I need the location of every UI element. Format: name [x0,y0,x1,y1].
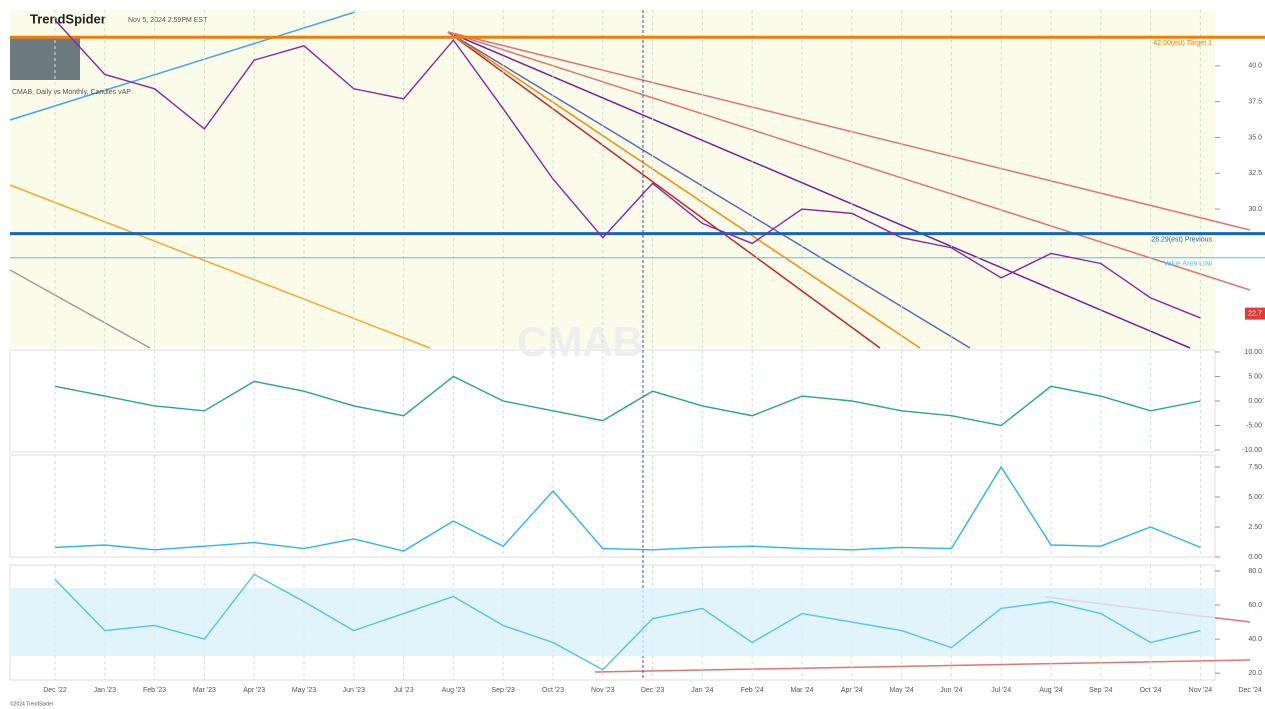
y-tick-label: 60.0 [1248,602,1262,609]
y-tick-label: 7.50 [1248,464,1262,471]
y-tick-label: 35.0 [1248,134,1262,141]
x-tick-label: Apr '24 [841,687,863,694]
price-background [10,10,1215,348]
x-tick-label: Feb '23 [143,687,166,694]
x-tick-label: Nov '24 [1189,687,1213,694]
x-tick-label: May '23 [292,687,316,694]
y-tick-label: 32.5 [1248,170,1262,177]
x-tick-label: Mar '24 [790,687,813,694]
level-label: Value Area Low [1163,261,1212,268]
y-tick-label: 40.0 [1248,636,1262,643]
y-tick-label: 37.5 [1248,99,1262,106]
x-tick-label: Jul '24 [991,687,1011,694]
footer: ©2024 TrendSpider [10,700,54,707]
y-tick-label: -5.00 [1246,422,1262,429]
panel [10,455,1215,557]
y-tick-label: 20.0 [1248,670,1262,677]
y-tick-label: -10.00 [1242,447,1262,454]
y-tick-label: 5.00 [1248,494,1262,501]
x-tick-label: Dec '22 [43,687,67,694]
x-tick-label: Jun '23 [343,687,365,694]
x-tick-label: Sep '23 [491,687,515,694]
x-tick-label: Jul '23 [394,687,414,694]
rsi-band [10,588,1215,656]
x-tick-label: Jun '24 [940,687,962,694]
price-tag-label: 22.7 [1248,310,1262,317]
watermark: CMAB [517,318,643,365]
y-tick-label: 2.50 [1248,524,1262,531]
x-tick-label: Jan '24 [691,687,713,694]
level-label: 28.29(est) Previous [1151,236,1212,243]
brand: TrendSpider [30,11,106,26]
x-tick-label: Oct '24 [1140,687,1162,694]
x-tick-label: Nov '23 [591,687,615,694]
y-tick-label: 80.0 [1248,568,1262,575]
y-tick-label: 40.0 [1248,63,1262,70]
x-tick-label: Jan '23 [94,687,116,694]
x-tick-label: Apr '23 [243,687,265,694]
y-tick-label: 30.0 [1248,206,1262,213]
y-tick-label: 0.00 [1248,398,1262,405]
x-tick-label: Mar '23 [193,687,216,694]
x-tick-label: Aug '24 [1039,687,1063,694]
x-tick-label: Oct '23 [542,687,564,694]
x-tick-label: Aug '23 [442,687,466,694]
page: {"header":{"brand":"TrendSpider","timest… [0,0,1265,709]
logo-thumbnail [10,38,80,80]
symbol-line: CMAB, Daily vs Monthly, Candles vAP [12,89,131,96]
x-tick-label: Dec '24 [1238,687,1262,694]
x-tick-label: Dec '23 [641,687,665,694]
panel [10,350,1215,452]
x-tick-label: Feb '24 [741,687,764,694]
y-tick-label: 10.00 [1244,349,1262,356]
y-tick-label: 0.00 [1248,554,1262,561]
timestamp: Nov 5, 2024 2:59PM EST [128,17,208,24]
x-tick-label: May '24 [889,687,913,694]
y-tick-label: 5.00 [1248,373,1262,380]
x-tick-label: Sep '24 [1089,687,1113,694]
level-label: 42.00(est) Target 1 [1153,40,1212,47]
chart: TrendSpider Nov 5, 2024 2:59PM EST CMAB,… [0,0,1265,709]
